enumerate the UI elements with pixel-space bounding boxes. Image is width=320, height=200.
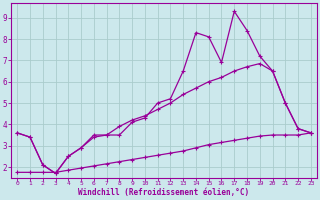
- X-axis label: Windchill (Refroidissement éolien,°C): Windchill (Refroidissement éolien,°C): [78, 188, 250, 197]
